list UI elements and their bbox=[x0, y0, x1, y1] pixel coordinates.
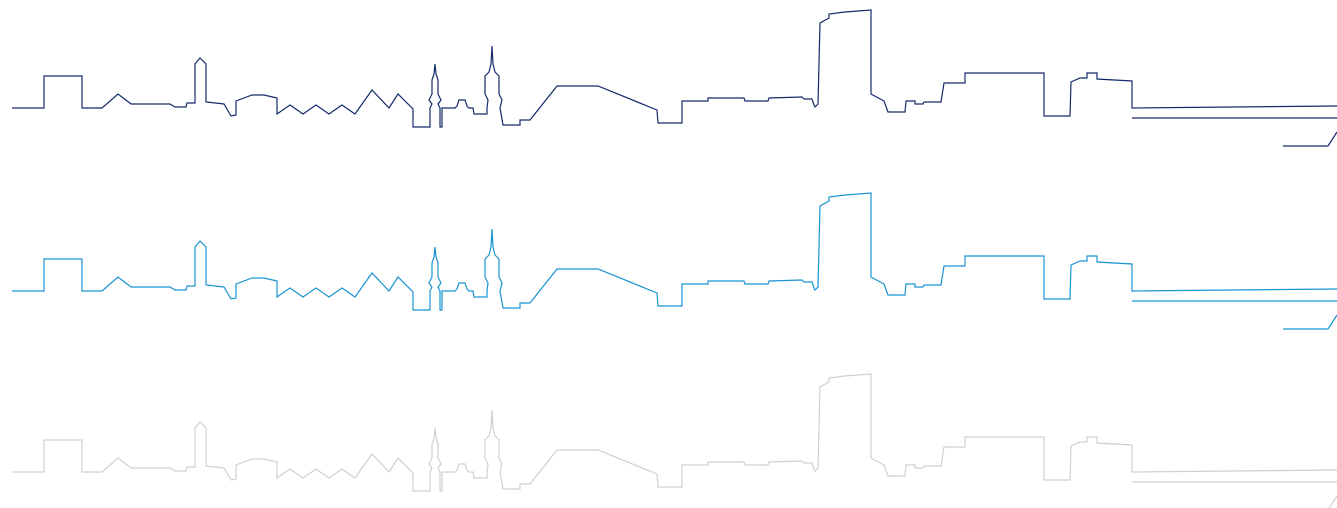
skyline-navy bbox=[11, 9, 1337, 147]
skyline-gray bbox=[11, 373, 1337, 508]
skyline-blue-outline bbox=[11, 192, 1337, 330]
skyline-gray-outline bbox=[11, 373, 1337, 508]
skyline-navy-outline bbox=[11, 9, 1337, 147]
skyline-blue bbox=[11, 192, 1337, 330]
